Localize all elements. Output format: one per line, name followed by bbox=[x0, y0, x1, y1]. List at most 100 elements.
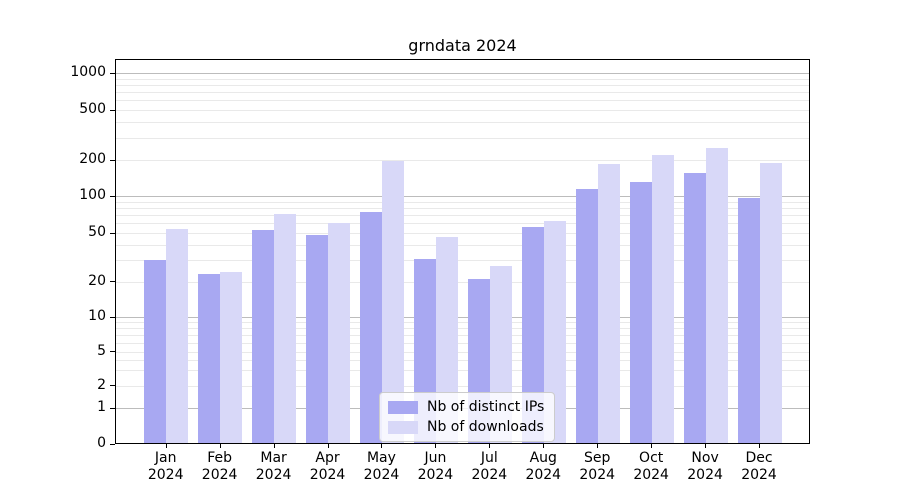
y-tick-mark bbox=[110, 407, 115, 409]
bar-downloads bbox=[166, 229, 189, 443]
legend-entry-distinct-ips: Nb of distinct IPs bbox=[388, 399, 544, 415]
bar-distinct-ips bbox=[306, 235, 329, 443]
bar-distinct-ips bbox=[683, 172, 706, 443]
legend-swatch-distinct-ips bbox=[388, 400, 418, 414]
x-tick-mark bbox=[327, 444, 329, 448]
y-axis-tick-label: 1 bbox=[97, 399, 106, 415]
x-axis-tick-label: Feb 2024 bbox=[201, 450, 238, 483]
grid-line-minor bbox=[116, 370, 809, 372]
x-axis-tick-label: Apr 2024 bbox=[309, 450, 346, 483]
grid-line-major bbox=[116, 196, 809, 197]
grid-line-minor bbox=[116, 328, 809, 330]
bar-downloads bbox=[220, 272, 243, 443]
grid-line-minor bbox=[116, 334, 809, 336]
y-tick-mark bbox=[110, 72, 115, 74]
y-axis-tick-label: 2 bbox=[97, 376, 106, 393]
grid-line-minor bbox=[116, 208, 809, 209]
y-axis-tick-label: 200 bbox=[79, 151, 106, 167]
bar-distinct-ips bbox=[198, 274, 221, 443]
grid-line-minor bbox=[116, 260, 809, 262]
grid-line-minor bbox=[116, 359, 809, 361]
y-axis-tick-label: 100 bbox=[79, 187, 106, 203]
legend-label-distinct-ips: Nb of distinct IPs bbox=[427, 399, 545, 415]
x-tick-mark bbox=[219, 444, 221, 448]
bar-downloads bbox=[543, 220, 566, 443]
y-tick-mark bbox=[110, 159, 115, 161]
x-axis-tick-label: Nov 2024 bbox=[687, 450, 723, 483]
grid-line-minor bbox=[116, 342, 809, 344]
y-axis-tick-label: 500 bbox=[79, 101, 106, 117]
x-axis-tick-label: Sep 2024 bbox=[579, 450, 616, 483]
x-axis-tick-label: Dec 2024 bbox=[741, 450, 777, 483]
grid-line-minor bbox=[116, 84, 809, 86]
y-axis-tick-label: 1000 bbox=[70, 64, 106, 80]
bar-distinct-ips bbox=[359, 212, 382, 443]
grid-line-minor bbox=[116, 137, 809, 139]
legend: Nb of distinct IPs Nb of downloads bbox=[379, 392, 556, 442]
grid-line-minor bbox=[116, 215, 809, 217]
x-tick-mark bbox=[165, 444, 167, 448]
bar-downloads bbox=[328, 222, 351, 443]
y-axis-tick-label: 20 bbox=[88, 272, 106, 289]
bar-downloads bbox=[597, 164, 620, 443]
y-axis-tick-label: 0 bbox=[97, 435, 106, 451]
y-tick-mark bbox=[110, 316, 115, 318]
plot-area: Nb of distinct IPs Nb of downloads bbox=[115, 59, 810, 444]
x-axis-tick-label: Jun 2024 bbox=[417, 450, 454, 483]
bar-distinct-ips bbox=[144, 260, 167, 443]
y-tick-mark bbox=[110, 351, 115, 352]
bar-downloads bbox=[274, 214, 297, 443]
legend-entry-downloads: Nb of downloads bbox=[388, 419, 544, 435]
grid-line-minor bbox=[116, 223, 809, 225]
legend-label-downloads: Nb of downloads bbox=[427, 419, 544, 435]
grid-line-minor bbox=[116, 385, 809, 387]
bar-downloads bbox=[381, 160, 404, 443]
grid-line-minor bbox=[116, 351, 809, 353]
y-tick-mark bbox=[110, 385, 115, 386]
bar-distinct-ips bbox=[521, 227, 544, 443]
grid-line-minor bbox=[116, 281, 809, 283]
y-tick-mark bbox=[110, 232, 115, 234]
grid-line-minor bbox=[116, 78, 809, 80]
x-tick-mark bbox=[705, 444, 707, 448]
chart-title: grndata 2024 bbox=[408, 36, 517, 55]
grid-line-minor bbox=[116, 110, 809, 111]
x-tick-mark bbox=[381, 444, 383, 448]
y-tick-mark bbox=[110, 443, 115, 445]
grid-line-minor bbox=[116, 322, 809, 324]
grid-line-minor bbox=[116, 92, 809, 94]
grid-line-major bbox=[116, 317, 809, 319]
x-tick-mark bbox=[597, 444, 599, 448]
x-axis-tick-label: Jul 2024 bbox=[471, 450, 508, 483]
bar-distinct-ips bbox=[252, 230, 275, 443]
grid-line-major bbox=[116, 73, 809, 74]
bar-distinct-ips bbox=[737, 198, 760, 443]
x-tick-mark bbox=[273, 444, 275, 448]
x-axis-tick-label: Aug 2024 bbox=[525, 450, 562, 483]
y-tick-mark bbox=[110, 109, 115, 111]
y-axis-tick-label: 5 bbox=[97, 342, 106, 359]
x-axis-tick-label: Oct 2024 bbox=[633, 450, 669, 483]
bar-distinct-ips bbox=[629, 182, 652, 443]
grid-line-minor bbox=[116, 160, 809, 161]
bar-downloads bbox=[435, 236, 458, 443]
grid-line-minor bbox=[116, 245, 809, 247]
grid-line-minor bbox=[116, 122, 809, 124]
y-axis-tick-label: 50 bbox=[88, 224, 106, 241]
y-tick-mark bbox=[110, 195, 115, 197]
legend-swatch-downloads bbox=[388, 420, 418, 434]
x-axis-tick-label: May 2024 bbox=[363, 450, 400, 483]
grid-line-minor bbox=[116, 233, 809, 235]
y-axis-tick-label: 10 bbox=[88, 308, 106, 325]
bar-downloads bbox=[759, 162, 782, 443]
grid-line-minor bbox=[116, 100, 809, 102]
grid-line-minor bbox=[116, 201, 809, 203]
x-axis-tick-label: Jan 2024 bbox=[147, 450, 184, 483]
bar-downloads bbox=[705, 148, 728, 443]
bar-distinct-ips bbox=[575, 189, 598, 443]
x-tick-mark bbox=[435, 444, 437, 448]
x-axis-tick-label: Mar 2024 bbox=[255, 450, 292, 483]
x-tick-mark bbox=[543, 444, 545, 448]
x-tick-mark bbox=[651, 444, 653, 448]
